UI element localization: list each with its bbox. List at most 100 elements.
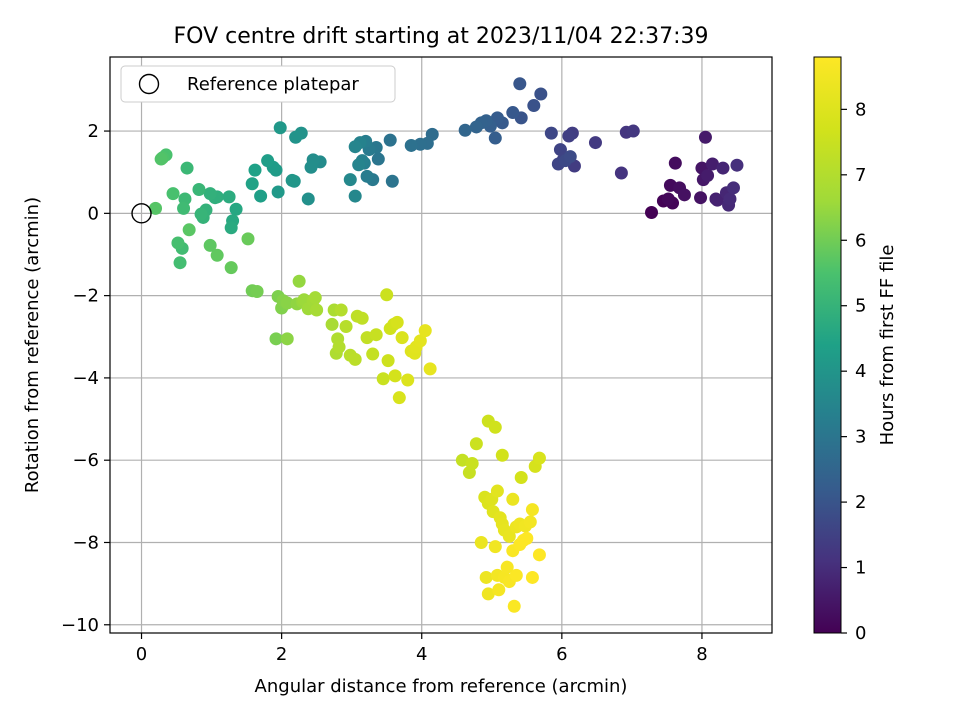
colorbar-tick-label: 3 — [855, 427, 866, 448]
data-point — [254, 189, 268, 203]
data-point — [488, 420, 502, 434]
data-point — [710, 193, 724, 207]
y-tick-label: −8 — [72, 532, 99, 553]
data-point — [506, 106, 520, 120]
data-points — [149, 77, 744, 613]
chart-title: FOV centre drift starting at 2023/11/04 … — [174, 24, 709, 49]
data-point — [418, 324, 432, 338]
data-point — [562, 129, 576, 143]
data-point — [388, 369, 402, 383]
colorbar-tick-label: 5 — [855, 296, 866, 317]
data-point — [348, 140, 362, 154]
y-tick-label: 0 — [88, 203, 99, 224]
y-axis-label: Rotation from reference (arcmin) — [22, 197, 43, 493]
data-point — [525, 503, 539, 517]
data-point — [304, 160, 318, 174]
data-point — [694, 191, 708, 205]
data-point — [506, 492, 520, 506]
data-point — [527, 99, 541, 113]
data-point — [280, 296, 294, 310]
data-point — [352, 158, 366, 172]
data-point — [520, 531, 534, 545]
data-point — [514, 470, 528, 484]
data-point — [203, 187, 217, 201]
y-tick-label: −2 — [72, 286, 99, 307]
data-point — [292, 274, 306, 288]
data-point — [241, 232, 255, 246]
colorbar-tick-label: 8 — [855, 99, 866, 120]
data-point — [360, 169, 374, 183]
data-point — [705, 157, 719, 171]
x-tick-label: 8 — [696, 644, 707, 665]
legend-box — [120, 65, 396, 103]
data-point — [413, 334, 427, 348]
colorbar-tick-label: 4 — [855, 361, 866, 382]
legend-label: Reference platepar — [187, 74, 359, 95]
data-point — [495, 448, 509, 462]
data-point — [474, 535, 488, 549]
data-point — [401, 373, 415, 387]
data-point — [285, 173, 299, 187]
data-point — [355, 311, 369, 325]
data-point — [248, 163, 262, 177]
data-point — [182, 223, 196, 237]
grid-lines — [110, 57, 772, 633]
data-point — [280, 332, 294, 346]
y-tick-label: −10 — [61, 615, 99, 636]
data-point — [192, 182, 206, 196]
data-point — [500, 560, 514, 574]
legend: Reference platepar — [120, 65, 396, 103]
data-point — [166, 187, 180, 201]
data-point — [310, 303, 324, 317]
data-point — [588, 136, 602, 150]
data-point — [507, 599, 521, 613]
data-point — [348, 352, 362, 366]
colorbar-tick-label: 1 — [855, 558, 866, 579]
data-point — [376, 372, 390, 386]
data-point — [348, 189, 362, 203]
data-point — [380, 288, 394, 302]
data-point — [481, 587, 495, 601]
data-point — [563, 150, 577, 164]
data-point — [701, 168, 715, 182]
data-point — [523, 515, 537, 529]
data-point — [614, 166, 628, 180]
colorbar: 0 1 2 3 4 5 6 7 8 Hours from first FF file — [813, 56, 898, 644]
x-axis-label: Angular distance from reference (arcmin) — [255, 676, 628, 697]
data-point — [730, 158, 744, 172]
reference-marker — [131, 203, 152, 224]
data-point — [469, 120, 483, 134]
data-point — [273, 121, 287, 135]
data-point — [245, 177, 259, 191]
data-point — [229, 202, 243, 216]
x-tick-label: 2 — [276, 644, 287, 665]
data-point — [661, 192, 675, 206]
data-point — [334, 303, 348, 317]
data-point — [180, 161, 194, 175]
colorbar-tick-label: 6 — [855, 230, 866, 251]
data-point — [261, 154, 275, 168]
colorbar-tick-label: 7 — [855, 165, 866, 186]
data-point — [224, 261, 238, 275]
data-point — [392, 391, 406, 405]
data-point — [509, 568, 523, 582]
data-point — [479, 570, 493, 584]
data-point — [366, 347, 380, 361]
data-point — [222, 190, 236, 204]
x-tick-label: 6 — [556, 644, 567, 665]
data-point — [194, 207, 208, 221]
colorbar-label: Hours from first FF file — [877, 245, 898, 446]
data-point — [383, 133, 397, 147]
data-point — [381, 354, 395, 368]
y-tick-label: −6 — [72, 450, 99, 471]
data-point — [385, 174, 399, 188]
colorbar-tick-label: 0 — [855, 623, 866, 644]
data-point — [645, 206, 659, 220]
x-axis-ticks: 0 2 4 6 8 — [136, 633, 708, 665]
data-point — [465, 456, 479, 470]
data-point — [513, 77, 527, 91]
data-point — [455, 453, 469, 467]
data-point — [390, 315, 404, 329]
y-tick-label: 2 — [88, 121, 99, 142]
